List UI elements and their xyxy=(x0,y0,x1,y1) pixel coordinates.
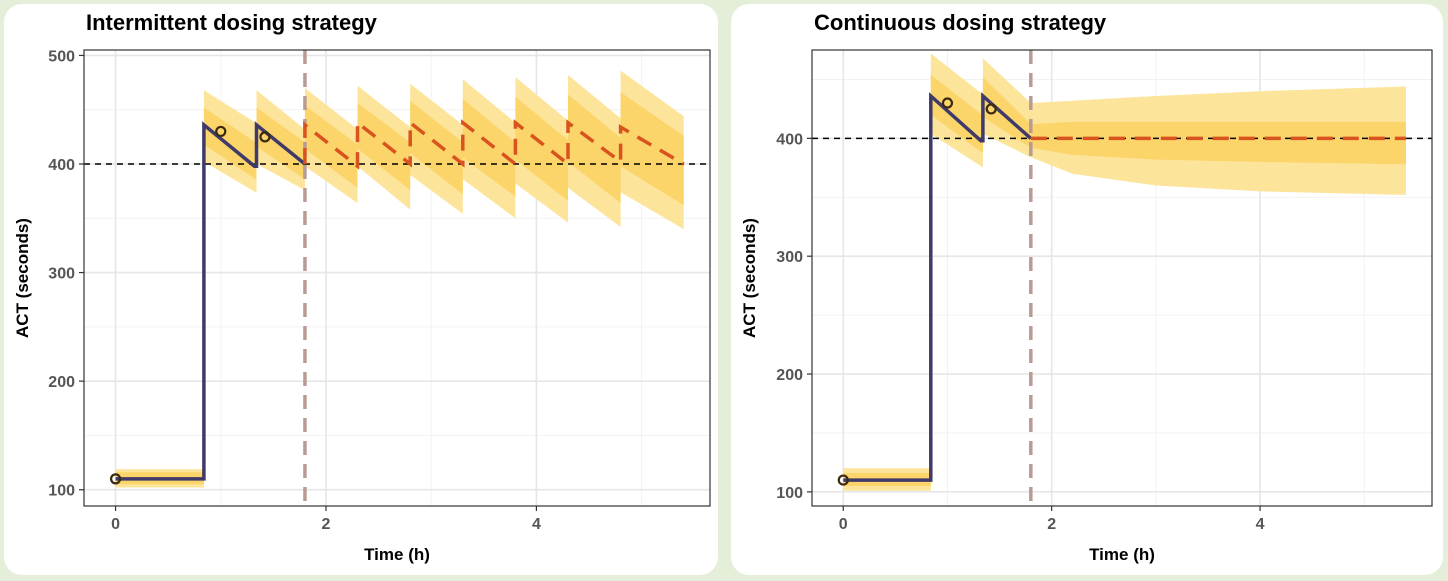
x-tick-label: 2 xyxy=(1047,516,1056,533)
y-tick-label: 100 xyxy=(48,483,75,500)
observation-point xyxy=(985,103,997,115)
observed-series-line xyxy=(843,92,1032,482)
x-tick-label: 4 xyxy=(1256,516,1265,533)
observation-point xyxy=(215,125,227,138)
prediction-band-inner xyxy=(115,92,684,485)
chart-continuous: Continuous dosing strategy 0 2 4 100 200 300 40… xyxy=(740,10,1433,564)
predicted-series-line xyxy=(303,119,685,170)
chart-intermittent: Intermittent dosing strategy 0 2 4 100 200 300… xyxy=(13,10,711,564)
prediction-band-outer xyxy=(843,53,1406,491)
y-tick-label: 200 xyxy=(776,367,803,384)
x-axis-label: Time (h) xyxy=(1089,545,1155,564)
x-tick-label: 0 xyxy=(839,516,848,533)
chart-title: Continuous dosing strategy xyxy=(814,10,1107,35)
plot-border xyxy=(811,49,1433,507)
observation-point xyxy=(259,131,271,143)
observation-point xyxy=(941,97,954,109)
x-tick-label: 0 xyxy=(111,516,120,533)
observed-series-line xyxy=(115,121,306,481)
y-tick-label: 300 xyxy=(776,249,803,266)
y-tick-label: 500 xyxy=(48,48,75,65)
x-tick-label: 4 xyxy=(532,516,541,533)
y-tick-label: 100 xyxy=(776,485,803,502)
observation-point xyxy=(109,473,122,485)
chart-title: Intermittent dosing strategy xyxy=(86,10,378,35)
y-tick-label: 400 xyxy=(48,157,75,174)
prediction-band-inner xyxy=(843,74,1406,486)
y-axis-label: ACT (seconds) xyxy=(13,218,32,338)
x-tick-label: 2 xyxy=(322,516,331,533)
y-tick-label: 200 xyxy=(48,374,75,391)
chart-panel-intermittent: Intermittent dosing strategy 0 2 4 100 200 300… xyxy=(4,4,718,575)
chart-panel-continuous: Continuous dosing strategy 0 2 4 100 200 300 40… xyxy=(731,4,1443,575)
plot-border xyxy=(83,49,711,507)
observation-point xyxy=(837,474,849,486)
y-tick-label: 400 xyxy=(776,131,803,148)
y-tick-label: 300 xyxy=(48,266,75,283)
y-axis-label: ACT (seconds) xyxy=(740,218,759,338)
x-axis-label: Time (h) xyxy=(364,545,430,564)
